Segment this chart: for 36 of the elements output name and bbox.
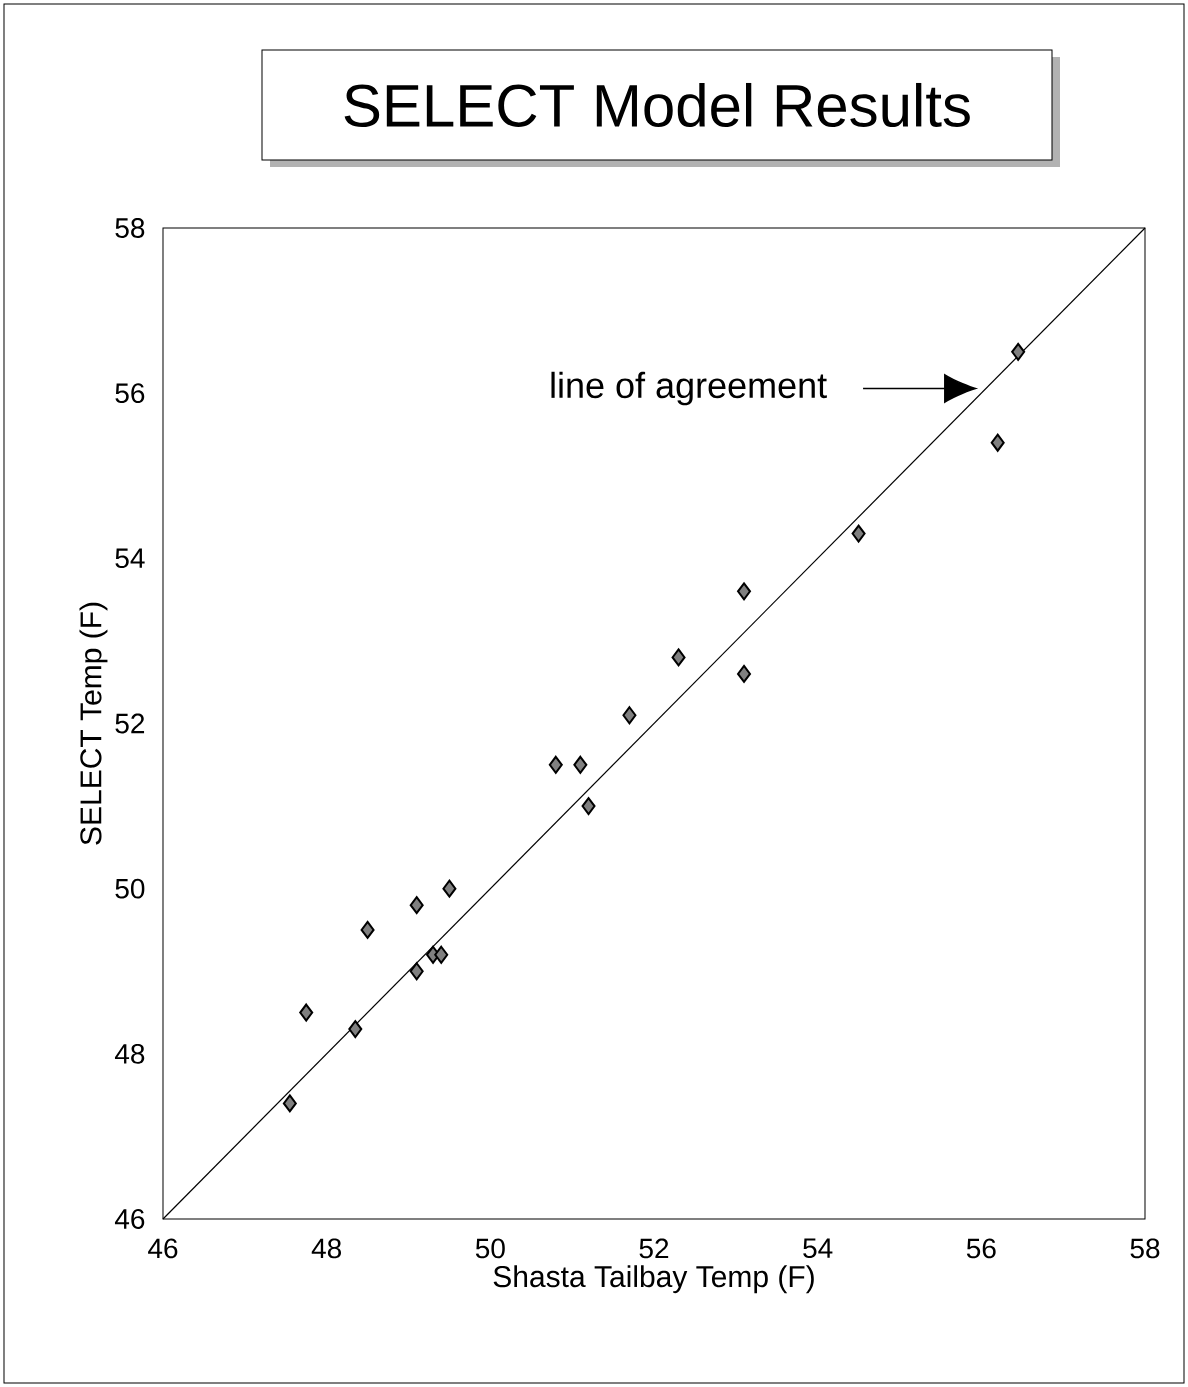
point — [409, 896, 424, 915]
point — [360, 920, 375, 939]
x-tick-label: 46 — [148, 1238, 178, 1259]
point — [671, 648, 686, 667]
x-tick-label: 52 — [639, 1238, 669, 1259]
y-tick-label: 54 — [115, 548, 145, 569]
point — [573, 755, 588, 774]
x-tick-label: 54 — [803, 1238, 833, 1259]
y-tick-label: 52 — [115, 713, 145, 734]
y-tick-label: 46 — [114, 1209, 145, 1229]
chart-title: SELECT Model Results — [344, 82, 970, 128]
y-tick-label: 58 — [115, 218, 145, 238]
point — [282, 1094, 297, 1113]
x-tick-label: 58 — [1130, 1238, 1160, 1259]
x-axis-title: Shasta Tailbay Temp (F) — [493, 1265, 814, 1294]
point — [409, 962, 424, 981]
point — [442, 879, 457, 898]
point — [851, 524, 866, 543]
point — [622, 706, 637, 725]
point — [1011, 342, 1026, 361]
y-axis-title: SELECT Temp (F) — [79, 602, 108, 845]
point — [737, 582, 752, 601]
y-tick-label: 56 — [115, 383, 145, 404]
x-tick-label: 48 — [311, 1238, 342, 1259]
x-tick-label: 50 — [475, 1238, 505, 1259]
point — [434, 945, 449, 964]
y-tick-label: 50 — [115, 878, 145, 899]
x-tick-label: 56 — [966, 1238, 996, 1259]
annotation: line of agreement — [551, 371, 827, 406]
y-tick-label: 48 — [114, 1043, 145, 1064]
point — [299, 1003, 314, 1022]
point — [990, 433, 1005, 452]
point — [548, 755, 563, 774]
point — [737, 664, 752, 683]
point — [348, 1020, 363, 1039]
point — [581, 797, 596, 816]
